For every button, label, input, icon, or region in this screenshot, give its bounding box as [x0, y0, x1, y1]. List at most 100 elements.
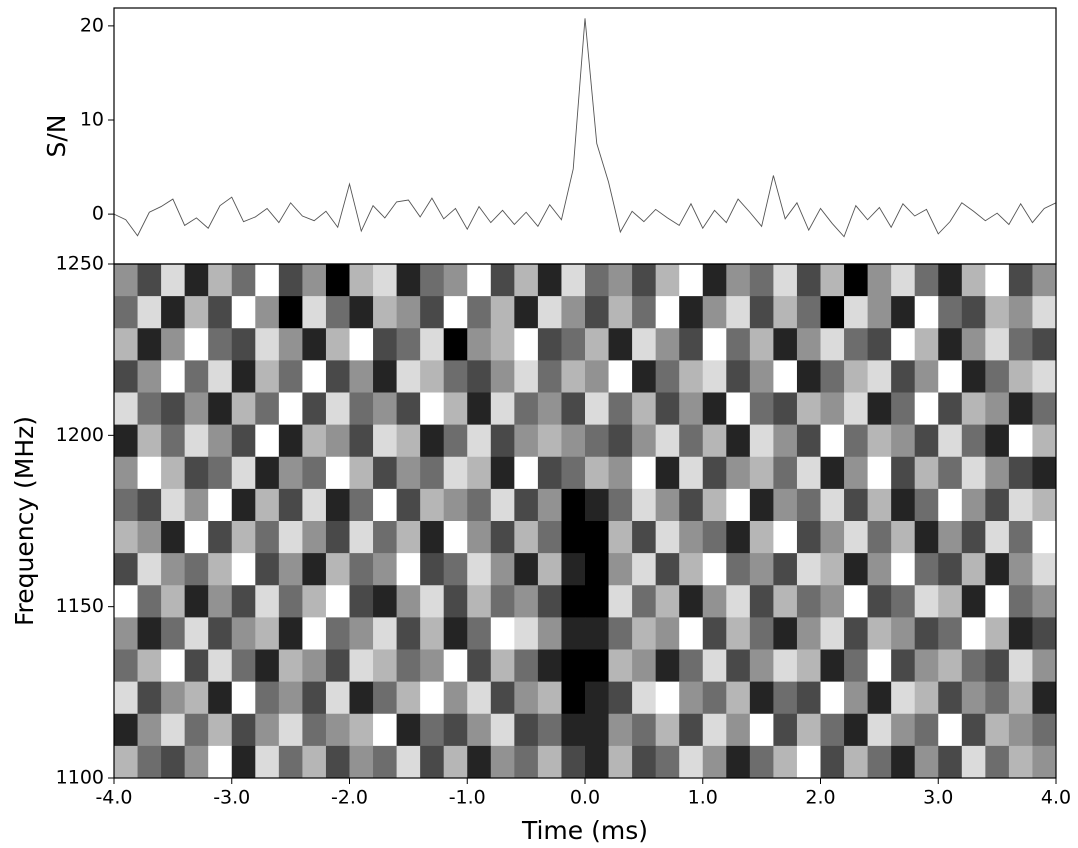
cell: [585, 521, 610, 554]
cell: [467, 328, 492, 361]
cell: [796, 296, 821, 329]
cell: [749, 360, 774, 393]
cell: [1008, 521, 1033, 554]
cell: [749, 617, 774, 650]
cell: [161, 360, 186, 393]
cell: [749, 456, 774, 490]
cell: [961, 585, 986, 618]
cell: [302, 713, 327, 747]
cell: [490, 424, 515, 458]
cell: [420, 456, 445, 490]
cell: [561, 521, 586, 554]
cell: [820, 488, 845, 522]
cell: [985, 264, 1010, 297]
cell: [161, 296, 186, 329]
cell: [443, 553, 468, 586]
cell: [137, 488, 162, 522]
cell: [161, 617, 186, 650]
cell: [184, 745, 209, 779]
cell: [325, 456, 350, 490]
cell: [443, 713, 468, 747]
cell: [137, 521, 162, 554]
cell: [373, 521, 398, 554]
cell: [373, 296, 398, 329]
cell: [467, 649, 492, 683]
cell: [373, 745, 398, 779]
cell: [302, 456, 327, 490]
cell: [796, 553, 821, 586]
cell: [844, 553, 869, 586]
cell: [255, 713, 280, 747]
cell: [938, 745, 963, 779]
cell: [114, 681, 139, 715]
cell: [844, 745, 869, 779]
cell: [1008, 745, 1033, 779]
cell: [255, 585, 280, 618]
cell: [749, 745, 774, 779]
cell: [537, 264, 562, 297]
cell: [1008, 424, 1033, 458]
cell: [396, 521, 421, 554]
y-tick-label: 1100: [56, 767, 104, 789]
cell: [349, 264, 374, 297]
cell: [820, 617, 845, 650]
cell: [208, 649, 233, 683]
cell: [585, 488, 610, 522]
cell: [302, 745, 327, 779]
cell: [420, 745, 445, 779]
cell: [985, 360, 1010, 393]
cell: [467, 264, 492, 297]
cell: [208, 392, 233, 426]
cell: [702, 521, 727, 554]
cell: [679, 264, 704, 297]
cell: [467, 681, 492, 715]
cell: [749, 553, 774, 586]
cell: [255, 264, 280, 297]
cell: [938, 392, 963, 426]
cell: [961, 392, 986, 426]
cell: [443, 264, 468, 297]
cell: [655, 745, 680, 779]
cell: [938, 424, 963, 458]
cell: [137, 264, 162, 297]
cell: [820, 745, 845, 779]
cell: [655, 296, 680, 329]
cell: [632, 585, 657, 618]
cell: [679, 553, 704, 586]
cell: [679, 360, 704, 393]
cell: [114, 424, 139, 458]
cell: [514, 681, 539, 715]
cell: [161, 264, 186, 297]
cell: [726, 392, 751, 426]
cell: [231, 713, 256, 747]
cell: [114, 521, 139, 554]
cell: [891, 424, 916, 458]
cell: [749, 649, 774, 683]
cell: [514, 585, 539, 618]
cell: [137, 456, 162, 490]
cell: [655, 585, 680, 618]
cell: [255, 456, 280, 490]
cell: [373, 713, 398, 747]
cell: [537, 713, 562, 747]
cell: [537, 617, 562, 650]
cell: [561, 424, 586, 458]
cell: [867, 264, 892, 297]
cell: [561, 553, 586, 586]
cell: [796, 360, 821, 393]
cell: [114, 264, 139, 297]
cell: [208, 681, 233, 715]
cell: [514, 328, 539, 361]
cell: [867, 296, 892, 329]
cell: [396, 360, 421, 393]
cell: [208, 296, 233, 329]
cell: [985, 392, 1010, 426]
cell: [655, 617, 680, 650]
cell: [679, 424, 704, 458]
cell: [490, 745, 515, 779]
cell: [914, 553, 939, 586]
cell: [820, 521, 845, 554]
cell: [161, 488, 186, 522]
cell: [1032, 649, 1057, 683]
cell: [773, 360, 798, 393]
